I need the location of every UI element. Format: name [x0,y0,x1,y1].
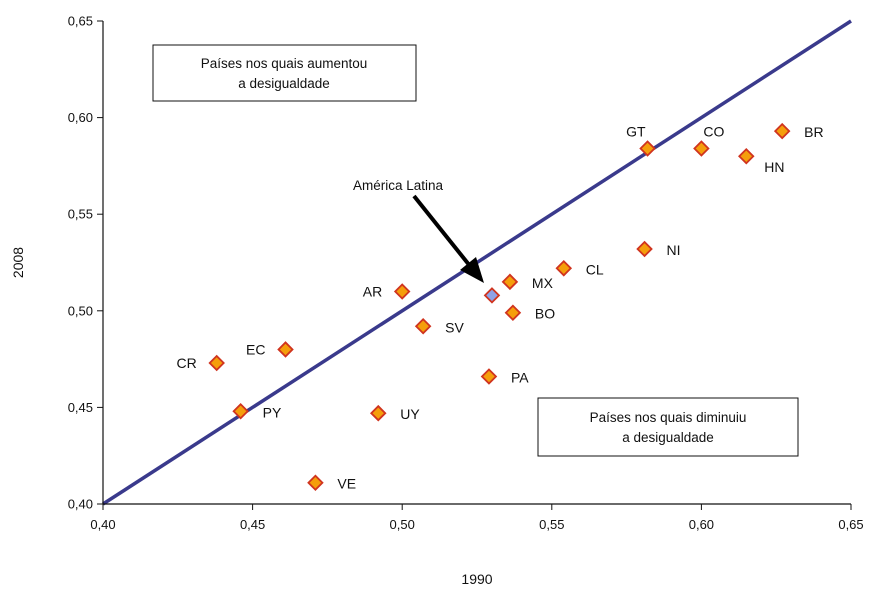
point-label-co: CO [703,124,724,140]
data-point-co [693,140,710,157]
data-point-hn [738,147,755,165]
point-label-br: BR [804,124,823,140]
data-point-ar [393,283,411,300]
data-point-cr [208,354,225,372]
data-point-sv [414,317,432,335]
lower-annotation-line2: a desigualdade [622,430,714,445]
y-tick-label: 0,60 [68,110,93,125]
upper-annotation-line2: a desigualdade [238,76,330,91]
data-point-bo [504,304,522,322]
point-label-ar: AR [363,283,382,299]
data-point-ve [307,474,324,492]
point-label-cl: CL [586,261,604,277]
y-tick-label: 0,45 [68,400,93,415]
x-axis-title: 1990 [461,571,492,587]
point-label-hn: HN [764,159,784,175]
point-label-ec: EC [246,341,265,357]
point-label-sv: SV [445,319,464,335]
lower-annotation-box [537,397,799,457]
x-tick-label: 0,60 [689,517,714,532]
axes-layer: 0,40 0,45 0,50 0,55 0,60 0,65 0,40 0,45 0,50 0,55… [10,14,864,588]
x-tick-label: 0,50 [390,517,415,532]
y-tick-label: 0,65 [68,14,93,29]
point-label-cr: CR [176,355,196,371]
data-point-pa [480,368,498,385]
data-point-gt [639,140,656,157]
y-tick-label: 0,40 [68,497,93,512]
data-point-cl [555,260,573,277]
data-point-ni [636,240,653,258]
data-point-latin-america [483,287,501,304]
data-point-py [232,402,249,420]
point-label-gt: GT [626,124,646,140]
data-point-br [773,122,791,140]
x-tick-label: 0,40 [90,517,115,532]
x-tick-label: 0,45 [240,517,265,532]
y-axis-title: 2008 [10,247,26,278]
data-point-ec [277,341,294,358]
point-label-ni: NI [667,242,681,258]
annotation-layer: Países nos quais aumentou a desigualdade… [152,44,799,457]
latin-america-label: América Latina [353,178,444,193]
data-point-uy [369,404,387,422]
point-label-uy: UY [400,406,420,422]
point-label-pa: PA [511,369,529,385]
x-tick-label: 0,55 [539,517,564,532]
y-tick-label: 0,50 [68,303,93,318]
latin-america-arrow-shaft [412,194,472,268]
data-point-mx [501,273,519,291]
point-label-bo: BO [535,306,555,322]
latin-america-arrow-head [460,257,484,283]
x-tick-label: 0,65 [838,517,863,532]
y-tick-label: 0,55 [68,207,93,222]
lower-annotation-line1: Países nos quais diminuiu [590,410,747,425]
upper-annotation-line1: Países nos quais aumentou [201,56,368,71]
point-label-mx: MX [532,275,554,291]
point-label-ve: VE [337,476,356,492]
points-layer: CR EC PY VE UY AR SV PA MX BO CL NI GT CO HN BR [176,122,824,492]
point-label-py: PY [263,404,282,420]
upper-annotation-box [152,44,417,102]
